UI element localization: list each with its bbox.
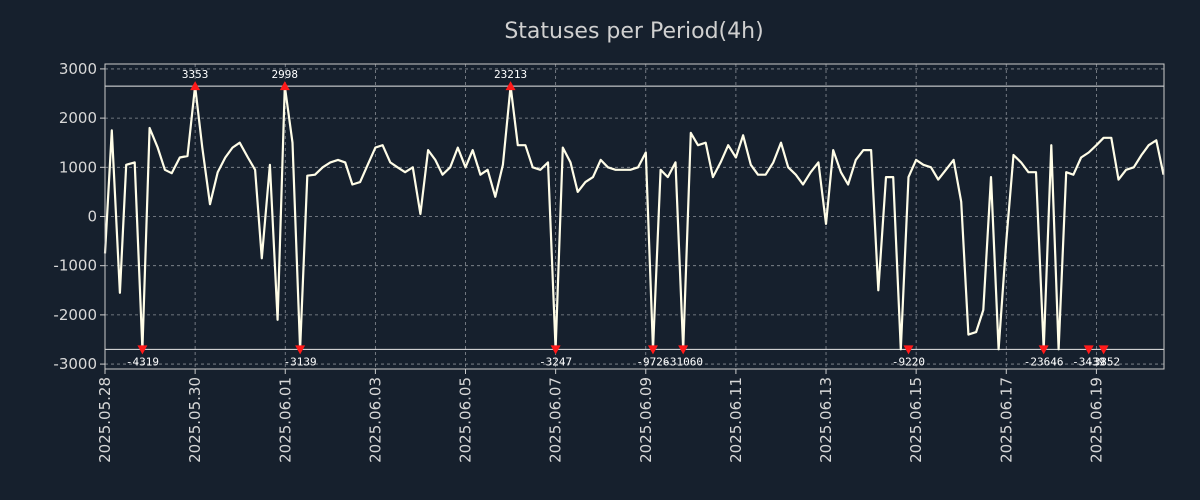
min-label: -3247 bbox=[539, 355, 572, 368]
x-tick-label: 2025.06.13 bbox=[817, 377, 835, 463]
max-marker bbox=[279, 81, 290, 91]
y-tick-label: 0 bbox=[87, 208, 97, 226]
x-tick-label: 2025.06.07 bbox=[547, 377, 565, 463]
min-marker bbox=[1038, 345, 1049, 355]
x-tick-label: 2025.06.11 bbox=[727, 377, 745, 463]
max-label: 2998 bbox=[272, 68, 299, 81]
min-marker bbox=[647, 345, 658, 355]
min-marker bbox=[1098, 345, 1109, 355]
chart-title: Statuses per Period(4h) bbox=[504, 19, 763, 44]
min-label: -3139 bbox=[284, 355, 317, 368]
x-tick-label: 2025.05.28 bbox=[96, 377, 114, 463]
min-label: -3852 bbox=[1087, 355, 1120, 368]
min-marker bbox=[903, 345, 914, 355]
x-tick-label: 2025.06.17 bbox=[997, 377, 1015, 463]
x-tick-label: 2025.06.19 bbox=[1087, 377, 1105, 463]
y-tick-label: -2000 bbox=[53, 306, 97, 324]
y-tick-label: -1000 bbox=[53, 257, 97, 275]
min-marker bbox=[550, 345, 561, 355]
min-marker bbox=[678, 345, 689, 355]
x-tick-label: 2025.06.03 bbox=[366, 377, 384, 463]
y-tick-label: 3000 bbox=[59, 60, 97, 78]
min-marker bbox=[295, 345, 306, 355]
max-label: 23213 bbox=[494, 68, 527, 81]
min-marker bbox=[137, 345, 148, 355]
y-tick-label: -3000 bbox=[53, 355, 97, 373]
max-marker bbox=[505, 81, 516, 91]
peak-markers: -4319 3353 2998 -3139 23213 -3247 -9726-31060 -… bbox=[126, 68, 1120, 368]
grid bbox=[104, 64, 1164, 369]
max-label: 3353 bbox=[182, 68, 209, 81]
min-label: -31060 bbox=[663, 355, 703, 368]
series-line-group bbox=[103, 84, 1165, 351]
max-marker bbox=[190, 81, 201, 91]
min-marker bbox=[1083, 345, 1094, 355]
x-tick-label: 2025.06.05 bbox=[457, 377, 475, 463]
y-tick-label: 1000 bbox=[59, 158, 97, 176]
x-tick-label: 2025.06.15 bbox=[907, 377, 925, 463]
series-line bbox=[103, 84, 1165, 351]
x-tick-label: 2025.06.09 bbox=[637, 377, 655, 463]
min-label: -9726 bbox=[636, 355, 669, 368]
y-tick-label: 2000 bbox=[59, 109, 97, 127]
clip-lines bbox=[105, 85, 1164, 350]
x-tick-label: 2025.06.01 bbox=[276, 377, 294, 463]
min-label: -9220 bbox=[892, 355, 925, 368]
min-label: -23646 bbox=[1024, 355, 1064, 368]
min-label: -3439 bbox=[1072, 355, 1105, 368]
axes: -3000 -2000 -1000 0 1000 2000 3000 2025.05.28 20… bbox=[53, 60, 1105, 463]
x-tick-label: 2025.05.30 bbox=[186, 377, 204, 463]
min-label: -4319 bbox=[126, 355, 159, 368]
